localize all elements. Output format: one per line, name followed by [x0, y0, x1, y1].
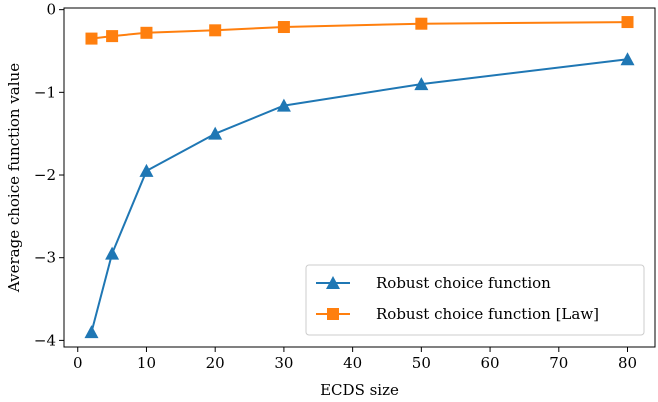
- legend-label-robust: Robust choice function: [376, 274, 551, 292]
- x-tick-label: 40: [343, 354, 362, 372]
- data-point-triangle: [208, 126, 223, 140]
- data-point-triangle: [276, 98, 291, 112]
- x-tick-label: 30: [274, 354, 293, 372]
- data-point-triangle: [414, 77, 429, 91]
- data-point-triangle: [105, 246, 120, 260]
- legend-box: [305, 264, 645, 336]
- y-axis-title: Average choice function value: [5, 63, 23, 293]
- x-axis: 0 10 20 30 40 50 60 70 80: [73, 347, 637, 372]
- y-axis: 0 −1 −2 −3 −4: [34, 1, 64, 349]
- plot-frame: [63, 7, 656, 348]
- data-point-triangle: [620, 52, 635, 66]
- data-point-square: [209, 24, 222, 37]
- x-axis-title: ECDS size: [320, 381, 399, 399]
- data-point-triangle: [139, 163, 154, 177]
- x-tick-label: 60: [481, 354, 500, 372]
- x-tick-label: 0: [73, 354, 83, 372]
- data-point-triangle: [84, 325, 99, 339]
- legend-marker-law: [327, 308, 339, 320]
- y-tick-label: −1: [34, 83, 56, 101]
- legend-label-law: Robust choice function [Law]: [376, 305, 599, 323]
- y-tick-label: 0: [46, 1, 56, 19]
- data-point-square: [140, 26, 153, 39]
- x-tick-label: 80: [618, 354, 637, 372]
- y-tick-label: −4: [34, 331, 56, 349]
- legend: Robust choice function Robust choice fun…: [305, 264, 645, 336]
- data-point-square: [106, 30, 119, 43]
- y-tick-label: −2: [34, 166, 56, 184]
- y-tick-label: −3: [34, 249, 56, 267]
- x-tick-label: 70: [549, 354, 568, 372]
- legend-marker-robust: [326, 276, 340, 289]
- x-tick-label: 50: [412, 354, 431, 372]
- x-tick-label: 20: [206, 354, 225, 372]
- series-layer: [84, 16, 635, 339]
- data-point-square: [621, 16, 634, 29]
- data-point-square: [85, 32, 98, 45]
- data-point-square: [415, 17, 428, 30]
- x-tick-label: 10: [137, 354, 156, 372]
- data-point-square: [277, 21, 290, 34]
